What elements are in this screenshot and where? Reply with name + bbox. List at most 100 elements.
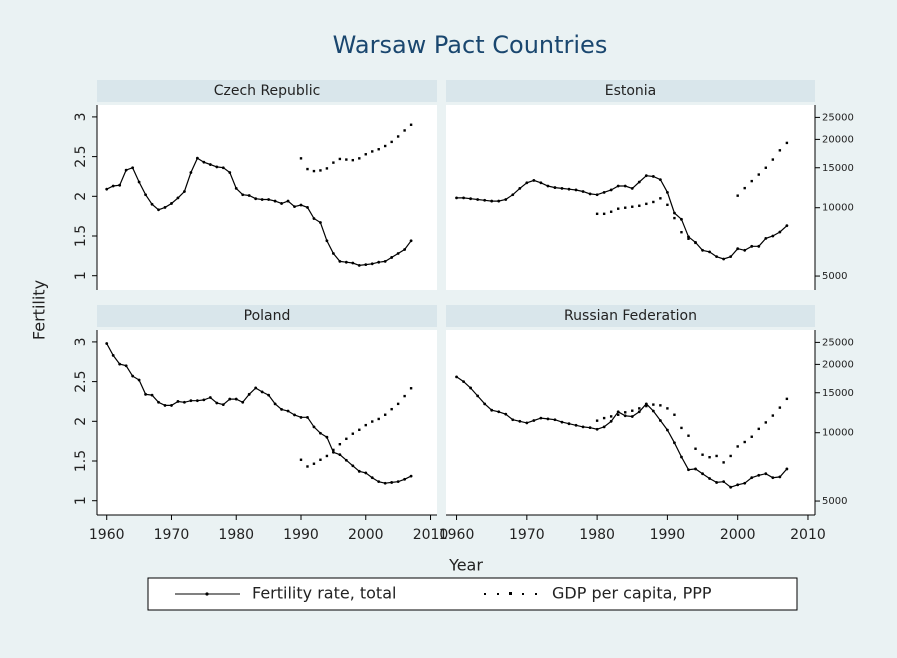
series-point — [403, 477, 407, 481]
x-axis-label: Year — [448, 556, 483, 575]
series-point — [567, 187, 571, 191]
series-point — [280, 202, 283, 205]
y-tick-label: 3 — [73, 337, 89, 346]
series-point — [666, 428, 669, 432]
series-point — [462, 380, 465, 384]
series-point — [680, 231, 683, 234]
series-point — [118, 183, 122, 187]
series-point — [652, 403, 655, 406]
series-point — [390, 256, 394, 259]
series-point — [617, 207, 620, 210]
panel-title: Czech Republic — [214, 83, 321, 99]
series-point — [299, 415, 303, 419]
series-point — [221, 166, 225, 170]
series-point — [331, 252, 335, 255]
series-point — [539, 181, 543, 185]
series-point — [306, 206, 309, 209]
series-point — [260, 198, 264, 201]
series-point — [306, 415, 309, 419]
series-point — [377, 417, 380, 421]
series-point — [215, 165, 219, 169]
x-tick-label: 1970 — [154, 527, 190, 543]
series-point — [176, 400, 180, 403]
series-point — [124, 168, 128, 172]
series-point — [170, 404, 173, 407]
series-point — [595, 427, 599, 431]
series-point — [757, 244, 761, 248]
series-point — [764, 166, 767, 169]
series-point — [736, 194, 739, 197]
series-point — [729, 485, 733, 489]
series-point — [364, 471, 368, 475]
series-point — [708, 477, 711, 480]
series-point — [722, 257, 726, 261]
series-point — [771, 158, 775, 161]
series-point — [525, 181, 529, 185]
series-point — [215, 401, 219, 405]
series-point — [609, 415, 613, 418]
series-point — [396, 480, 400, 484]
series-point — [344, 260, 348, 264]
legend-label: GDP per capita, PPP — [552, 584, 712, 603]
series-point — [588, 426, 592, 430]
legend-box — [147, 577, 798, 611]
series-point — [729, 454, 732, 458]
series-point — [319, 458, 322, 461]
series-point — [150, 202, 154, 206]
series-point — [764, 421, 767, 424]
series-point — [483, 198, 487, 202]
series-point — [476, 394, 480, 398]
series-point — [630, 415, 634, 418]
series-point — [286, 409, 290, 413]
series-point — [539, 416, 543, 420]
series-point — [778, 406, 782, 409]
series-point — [757, 173, 760, 176]
series-point — [409, 239, 413, 243]
series-point — [715, 255, 718, 259]
series-point — [602, 190, 606, 194]
series-point — [390, 407, 393, 411]
series-point — [396, 402, 400, 406]
series-point — [687, 235, 690, 239]
series-point — [750, 435, 753, 438]
series-point — [331, 450, 335, 454]
series-point — [351, 261, 355, 265]
series-point — [736, 247, 740, 251]
series-point — [595, 212, 599, 216]
series-point — [694, 467, 697, 471]
series-point — [267, 198, 271, 201]
series-point — [338, 260, 342, 263]
series-point — [325, 239, 329, 243]
series-point — [687, 468, 690, 472]
series-point — [195, 399, 199, 403]
series-point — [157, 208, 160, 212]
series-point — [673, 413, 676, 416]
y2-tick-label: 15000 — [822, 388, 854, 399]
series-point — [609, 210, 613, 213]
series-point — [364, 423, 367, 427]
series-point — [785, 141, 789, 145]
series-point — [131, 374, 135, 378]
series-point — [403, 129, 406, 132]
series-point — [658, 178, 662, 182]
series-point — [280, 407, 283, 411]
series-point — [497, 410, 501, 414]
series-point — [736, 483, 740, 487]
y-tick-label: 2 — [73, 192, 89, 201]
series-point — [687, 434, 690, 437]
series-point — [532, 419, 536, 422]
series-point — [574, 188, 578, 192]
series-point — [131, 166, 135, 170]
series-point — [581, 190, 585, 193]
series-point — [651, 409, 655, 413]
x-tick-label: 1980 — [218, 527, 254, 543]
series-point — [370, 262, 374, 266]
series-point — [785, 467, 789, 471]
y-tick-label: 1.5 — [73, 225, 89, 247]
series-point — [623, 184, 627, 188]
series-point — [377, 148, 380, 151]
series-point — [228, 397, 232, 401]
series-point — [221, 403, 225, 407]
series-point — [525, 421, 529, 425]
series-point — [708, 250, 711, 254]
